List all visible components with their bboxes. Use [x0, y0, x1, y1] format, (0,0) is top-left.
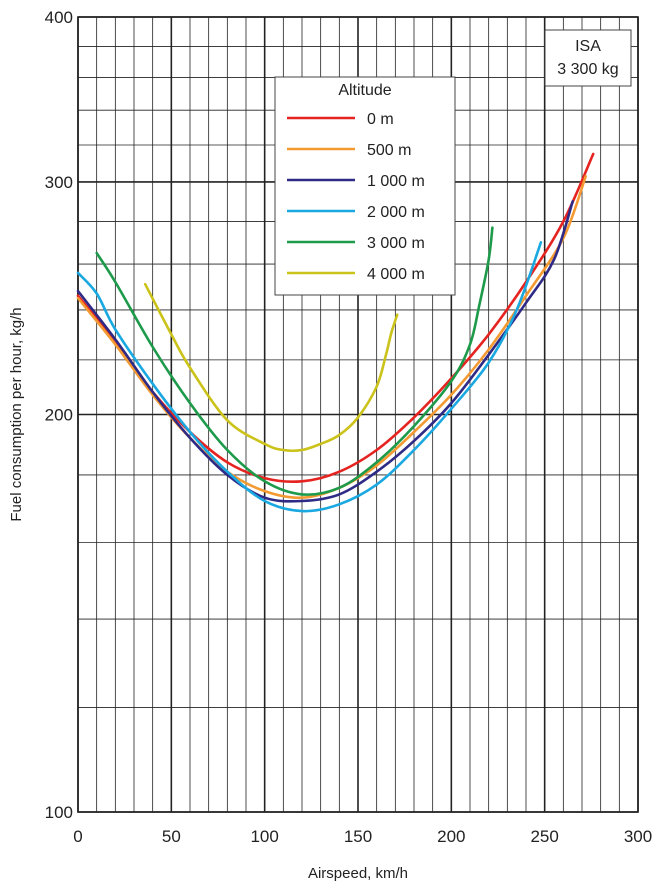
- legend-items: 0 m 500 m 1 000 m 2 000 m 3 000 m 4 000 m: [287, 111, 425, 283]
- x-axis-title: Airspeed, km/h: [308, 865, 408, 882]
- series-line-2000m: [76, 241, 543, 513]
- note-isa-label: ISA: [575, 38, 601, 55]
- y-axis-title: Fuel consumption per hour, kg/h: [8, 307, 25, 521]
- x-tick-label: 0: [73, 827, 82, 846]
- y-tick-label: 400: [45, 8, 73, 27]
- isa-mass-note: ISA 3 300 kg: [544, 29, 632, 87]
- legend-label: 2 000 m: [367, 204, 425, 221]
- y-tick-label: 100: [45, 803, 73, 822]
- series-line-4000m: [143, 282, 399, 453]
- legend-label: 0 m: [367, 111, 394, 128]
- series-line-3000m: [95, 226, 494, 496]
- x-tick-label: 300: [624, 827, 652, 846]
- legend-label: 3 000 m: [367, 235, 425, 252]
- legend-title: Altitude: [338, 82, 391, 99]
- series-lines: [76, 152, 595, 513]
- x-tick-label: 150: [344, 827, 372, 846]
- y-tick-labels: 100 200 300 400: [45, 8, 73, 822]
- series-line-1000m: [76, 200, 574, 503]
- x-tick-label: 50: [162, 827, 181, 846]
- legend: Altitude 0 m 500 m 1 000 m 2 000 m 3 000 m 4 …: [274, 76, 456, 296]
- legend-label: 4 000 m: [367, 266, 425, 283]
- y-tick-label: 300: [45, 173, 73, 192]
- legend-box: [274, 76, 456, 296]
- note-mass-label: 3 300 kg: [557, 61, 618, 78]
- plot-frame: [77, 16, 639, 813]
- x-tick-label: 200: [437, 827, 465, 846]
- x-tick-label: 100: [250, 827, 278, 846]
- x-tick-labels: 0 50 100 150 200 250 300: [73, 827, 652, 846]
- legend-label: 500 m: [367, 142, 411, 159]
- x-tick-label: 250: [530, 827, 558, 846]
- y-tick-label: 200: [45, 406, 73, 425]
- note-box: [544, 29, 632, 87]
- legend-label: 1 000 m: [367, 173, 425, 190]
